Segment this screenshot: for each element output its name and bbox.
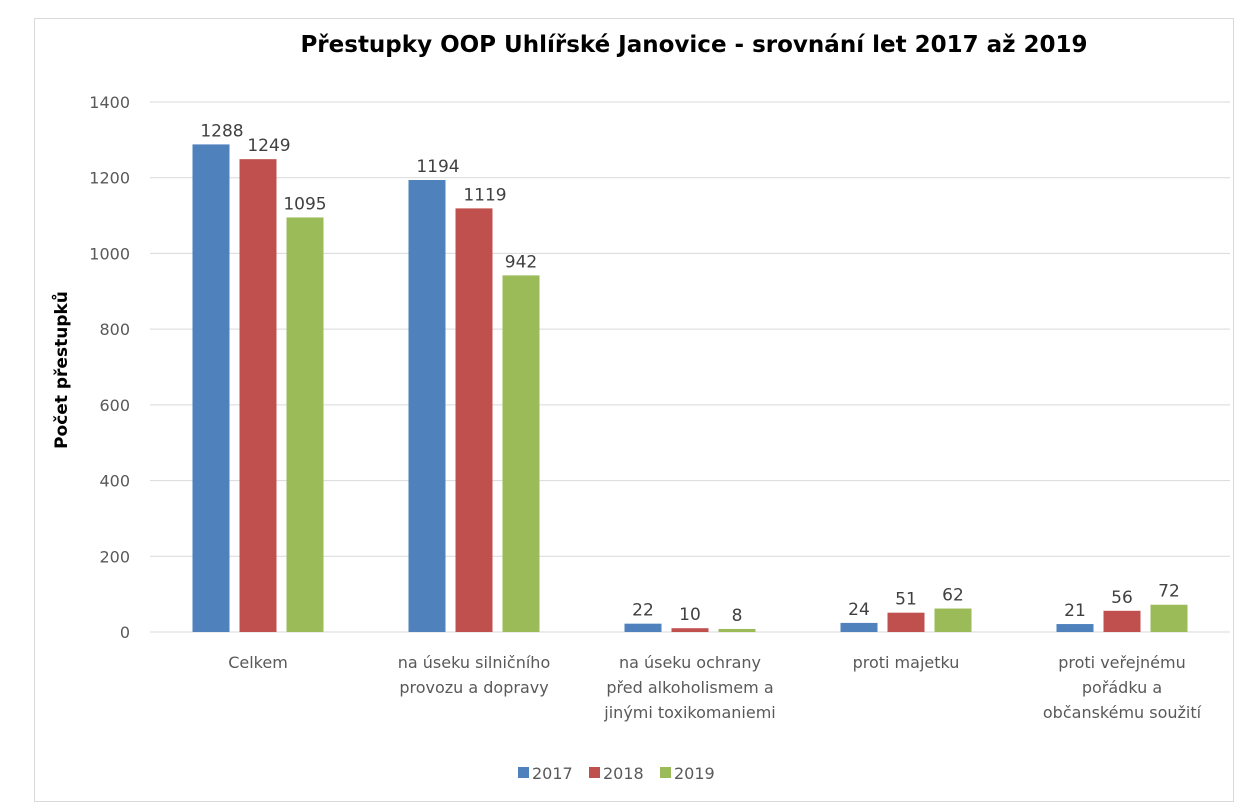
data-label: 1194 [416, 157, 459, 177]
x-category-line: proti majetku [853, 653, 960, 672]
data-label: 1119 [463, 185, 506, 205]
data-label: 8 [732, 606, 743, 626]
bar-2019-1 [502, 275, 540, 632]
data-label: 1288 [200, 121, 243, 141]
data-label: 51 [895, 590, 917, 610]
y-tick-label: 1200 [89, 169, 130, 188]
chart-title: Přestupky OOP Uhlířské Janovice - srovná… [300, 32, 1087, 58]
bar-2019-4 [1150, 604, 1188, 632]
chart-frame [34, 18, 1234, 802]
data-label: 62 [942, 586, 964, 606]
data-label: 1249 [247, 136, 290, 156]
x-category-line: provozu a dopravy [399, 678, 548, 697]
bar-2018-0 [239, 159, 277, 632]
bar-2017-3 [840, 622, 878, 632]
bar-2018-1 [455, 208, 493, 632]
legend-label: 2018 [603, 764, 644, 783]
legend-swatch [518, 767, 529, 778]
bar-2017-0 [192, 144, 230, 632]
legend: 2017 2018 2019 [518, 764, 715, 783]
bar-2017-2 [624, 623, 662, 632]
data-label: 10 [679, 605, 701, 625]
bars [192, 144, 1188, 632]
x-category-line: jinými toxikomaniemi [603, 703, 775, 722]
data-label: 1095 [283, 194, 326, 214]
x-category-line: pořádku a [1082, 678, 1162, 697]
data-label: 21 [1064, 601, 1086, 621]
bar-2019-2 [718, 628, 756, 632]
bar-2018-4 [1103, 610, 1141, 632]
data-label: 72 [1158, 582, 1180, 602]
bar-2019-0 [286, 217, 324, 632]
bar-2018-2 [671, 628, 709, 632]
x-category-label: na úseku ochrany před alkoholismem a jiným… [603, 653, 775, 722]
x-category-label: proti veřejnému pořádku a občanskému souži… [1043, 653, 1202, 722]
y-tick-label: 0 [120, 623, 130, 642]
x-category-line: občanskému soužití [1043, 703, 1202, 722]
x-axis-categories: Celkem na úseku silničního provozu a dopra… [228, 653, 1201, 722]
y-tick-label: 200 [99, 547, 130, 566]
y-tick-label: 800 [99, 320, 130, 339]
x-category-line: na úseku ochrany [619, 653, 761, 672]
data-label: 56 [1111, 588, 1133, 608]
data-label: 942 [505, 252, 537, 272]
x-category-label: proti majetku [853, 653, 960, 672]
grid-lines [150, 101, 1230, 633]
y-tick-label: 1000 [89, 244, 130, 263]
x-category-label: Celkem [228, 653, 288, 672]
x-category-line: Celkem [228, 653, 288, 672]
bar-2019-3 [934, 608, 972, 632]
x-category-line: proti veřejnému [1058, 653, 1186, 672]
data-label: 24 [848, 600, 870, 620]
data-label: 22 [632, 601, 654, 621]
bar-2017-1 [408, 179, 446, 632]
data-labels: 1288 1194 22 24 21 1249 1119 10 51 56 1095 942 8 62 72 [200, 121, 1179, 626]
x-category-line: na úseku silničního [398, 653, 550, 672]
legend-label: 2017 [532, 764, 573, 783]
y-tick-label: 1400 [89, 93, 130, 112]
legend-swatch [589, 767, 600, 778]
bar-2018-3 [887, 612, 925, 632]
legend-label: 2019 [674, 764, 715, 783]
y-tick-label: 600 [99, 396, 130, 415]
y-axis-ticks: 0 200 400 600 800 1000 1200 1400 [89, 93, 130, 642]
x-category-line: před alkoholismem a [606, 678, 773, 697]
bar-2017-4 [1056, 624, 1094, 632]
x-category-label: na úseku silničního provozu a dopravy [398, 653, 550, 697]
y-axis-label: Počet přestupků [50, 291, 72, 449]
y-tick-label: 400 [99, 472, 130, 491]
legend-swatch [660, 767, 671, 778]
